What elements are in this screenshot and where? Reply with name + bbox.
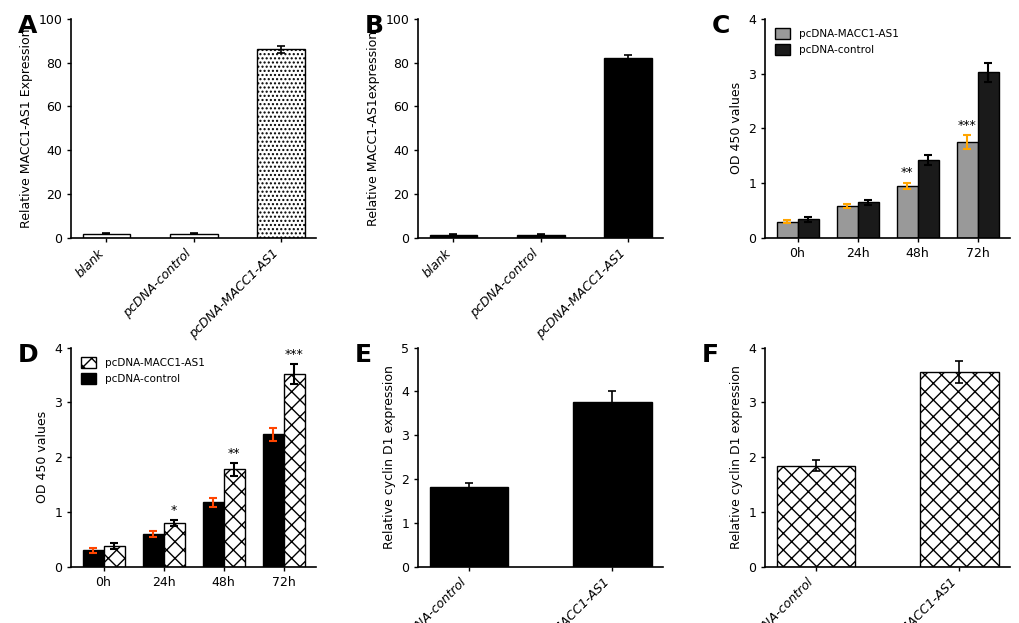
Y-axis label: Relative cyclin D1 expression: Relative cyclin D1 expression [382,365,395,549]
Text: E: E [355,343,372,367]
Bar [83,551,103,567]
Bar [169,234,217,238]
Text: ***: *** [957,119,975,132]
Bar [163,523,184,567]
Text: D: D [17,343,39,367]
Y-axis label: Relative MACC1-AS1expression: Relative MACC1-AS1expression [367,31,380,226]
Text: **: ** [227,447,240,460]
Bar [573,402,651,567]
Bar [603,58,651,238]
Text: F: F [701,343,718,367]
Text: A: A [17,14,37,38]
Bar [919,373,998,567]
Bar [143,534,163,567]
Bar [257,49,305,238]
Bar [956,142,977,238]
Bar [429,235,477,238]
Text: **: ** [900,166,912,179]
Bar [203,502,223,567]
Bar [283,374,305,567]
Bar [517,235,564,238]
Bar [896,186,917,238]
Bar [836,206,857,238]
Bar [775,465,855,567]
Y-axis label: OD 450 values: OD 450 values [730,82,742,174]
Legend: pcDNA-MACC1-AS1, pcDNA-control: pcDNA-MACC1-AS1, pcDNA-control [770,24,902,59]
Bar [977,72,998,238]
Y-axis label: Relative MACC1-AS1 Expression: Relative MACC1-AS1 Expression [20,29,33,228]
Bar [429,487,507,567]
Legend: pcDNA-MACC1-AS1, pcDNA-control: pcDNA-MACC1-AS1, pcDNA-control [76,353,209,388]
Text: C: C [711,14,730,38]
Bar [103,546,124,567]
Bar [797,219,818,238]
Bar [223,469,245,567]
Bar [775,222,797,238]
Bar [262,434,283,567]
Y-axis label: OD 450 values: OD 450 values [36,411,49,503]
Text: B: B [365,14,383,38]
Y-axis label: Relative cyclin D1 expression: Relative cyclin D1 expression [730,365,742,549]
Bar [917,160,937,238]
Bar [857,202,877,238]
Bar [83,234,130,238]
Text: ***: *** [284,348,304,361]
Text: *: * [171,504,177,517]
